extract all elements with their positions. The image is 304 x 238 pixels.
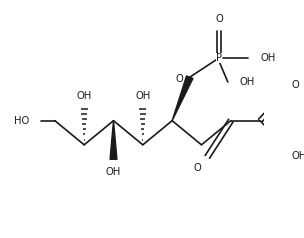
Text: O: O (175, 74, 183, 84)
Text: OH: OH (291, 151, 304, 161)
Text: O: O (291, 80, 299, 90)
Text: O: O (194, 163, 201, 173)
Text: OH: OH (77, 91, 92, 101)
Text: OH: OH (261, 53, 276, 63)
Text: OH: OH (135, 91, 150, 101)
Polygon shape (172, 76, 193, 121)
Text: OH: OH (240, 77, 255, 87)
Text: P: P (216, 53, 222, 63)
Text: OH: OH (106, 167, 121, 177)
Text: O: O (215, 15, 223, 25)
Text: HO: HO (14, 116, 29, 126)
Polygon shape (110, 121, 117, 159)
